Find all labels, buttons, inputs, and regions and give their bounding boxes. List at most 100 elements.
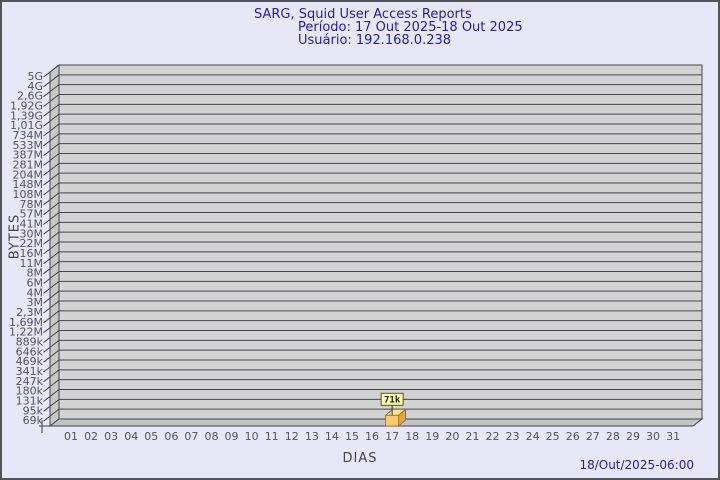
wall-grid-segment (49, 389, 60, 397)
wall-grid-segment (49, 330, 60, 338)
y-tick-label: 204M (13, 168, 44, 181)
wall-grid-segment (49, 133, 60, 142)
y-tick-label: 341k (16, 365, 44, 378)
x-tick-label: 25 (546, 430, 560, 443)
y-tick-mark (43, 307, 51, 314)
y-tick-label: 533M (13, 139, 44, 152)
x-tick-label: 24 (526, 430, 540, 443)
y-tick-mark (43, 140, 51, 147)
bar-front-face (385, 414, 400, 427)
y-tick-label: 6M (27, 277, 44, 290)
x-tick-label: 28 (606, 430, 620, 443)
x-tick-label: 15 (345, 430, 359, 443)
y-tick-label: 78M (20, 198, 44, 211)
y-tick-mark (43, 396, 51, 402)
y-tick-label: 1,92G (10, 100, 43, 113)
y-tick-mark (43, 278, 51, 284)
x-tick-label: 04 (124, 430, 138, 443)
x-tick-label: 10 (245, 430, 259, 443)
x-tick-label: 27 (586, 430, 600, 443)
y-axis-title: BYTES (7, 213, 23, 260)
y-tick-label: 4M (27, 286, 44, 299)
y-tick-label: 16M (20, 247, 44, 260)
wall-grid-segment (49, 143, 60, 152)
x-tick-label: 07 (184, 430, 198, 443)
wall-grid-segment (49, 290, 60, 299)
x-tick-label: 26 (566, 430, 580, 443)
x-tick-label: 19 (425, 430, 439, 443)
wall-grid-segment (49, 74, 60, 83)
y-tick-label: 148M (13, 178, 44, 191)
y-tick-mark (43, 130, 51, 137)
wall-grid-segment (49, 172, 60, 181)
x-tick-label: 09 (225, 430, 239, 443)
x-tick-label: 16 (365, 430, 379, 443)
y-tick-mark (43, 415, 51, 422)
x-tick-label: 02 (84, 430, 98, 443)
y-tick-mark (43, 248, 51, 255)
wall-grid-segment (49, 339, 60, 348)
x-tick-label: 20 (445, 430, 459, 443)
y-tick-mark (43, 327, 51, 334)
x-tick-label: 17 (385, 430, 399, 443)
y-tick-label: 2,3M (16, 306, 43, 319)
y-tick-label: 889k (16, 336, 44, 349)
y-tick-mark (43, 238, 51, 245)
y-tick-mark (43, 150, 51, 157)
y-tick-mark (43, 297, 51, 304)
y-tick-mark (43, 169, 51, 176)
wall-grid-segment (49, 212, 60, 220)
y-tick-mark (43, 366, 51, 373)
wall-grid-segment (49, 202, 60, 211)
wall-grid-segment (49, 408, 60, 417)
y-tick-mark (43, 405, 51, 412)
wall-grid-segment (49, 64, 60, 73)
y-tick-label: 1,69M (9, 316, 43, 329)
wall-grid-segment (49, 221, 60, 230)
y-tick-label: 30M (20, 227, 44, 240)
x-tick-label: 01 (64, 430, 78, 443)
y-tick-mark (43, 209, 51, 216)
y-tick-mark (43, 179, 51, 186)
y-tick-mark (43, 356, 51, 363)
wall-grid-segment (49, 153, 60, 161)
y-tick-mark (43, 71, 51, 78)
y-tick-label: 11M (20, 257, 44, 270)
x-tick-label: 14 (325, 430, 339, 443)
y-tick-label: 1,39G (10, 109, 43, 122)
y-tick-label: 4G (27, 80, 43, 93)
y-tick-mark (43, 199, 51, 206)
y-tick-label: 281M (13, 159, 44, 172)
wall-grid-segment (49, 162, 60, 171)
wall-grid-segment (49, 113, 60, 122)
y-tick-mark (43, 317, 51, 324)
wall-grid-segment (49, 123, 60, 132)
y-tick-label: 3M (27, 296, 44, 309)
y-tick-label: 69k (23, 414, 44, 427)
axis-floor (48, 418, 704, 427)
x-tick-label: 12 (285, 430, 299, 443)
wall-grid-segment (49, 103, 60, 112)
y-tick-mark (43, 219, 51, 225)
x-tick-label: 08 (204, 430, 218, 443)
y-tick-mark (43, 268, 51, 275)
y-tick-label: 247k (16, 375, 44, 388)
y-tick-mark (43, 120, 51, 127)
y-tick-label: 2,6G (17, 90, 43, 103)
y-tick-label: 5G (27, 70, 43, 83)
bar-value-tooltip (380, 392, 404, 406)
y-tick-mark (43, 346, 51, 353)
y-tick-label: 131k (16, 395, 44, 408)
wall-grid-segment (49, 84, 60, 93)
x-tick-label: 30 (646, 430, 660, 443)
y-tick-label: 108M (13, 188, 44, 201)
x-tick-label: 31 (666, 430, 680, 443)
y-tick-mark (43, 376, 51, 383)
wall-grid-segment (49, 398, 60, 407)
y-tick-mark (43, 101, 51, 107)
y-tick-mark (43, 110, 51, 117)
x-tick-label: 21 (465, 430, 479, 443)
y-tick-mark (43, 189, 51, 196)
